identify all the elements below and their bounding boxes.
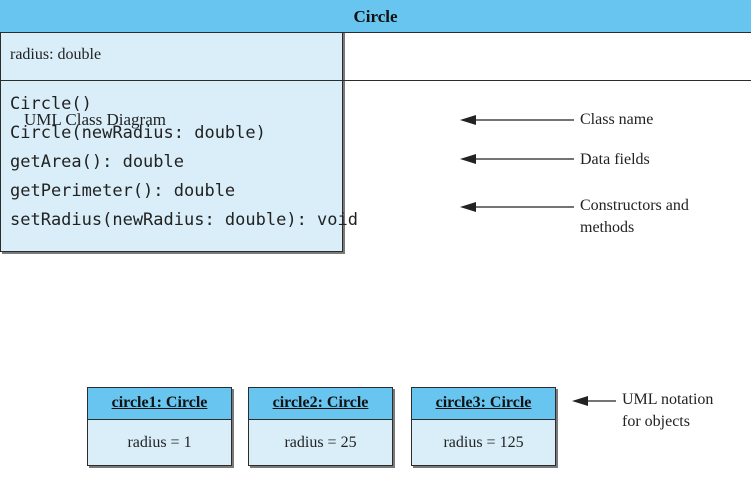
method-get-area: getArea(): double: [10, 152, 184, 172]
annotation-constructors-line2: methods: [580, 219, 635, 236]
annotation-constructors-line1: Constructors and: [580, 197, 689, 214]
class-name-compartment: Circle: [0, 0, 751, 33]
methods-compartment: Circle() Circle(newRadius: double) getAr…: [0, 80, 751, 495]
object-field: radius = 25: [284, 434, 357, 451]
annotation-class-name: Class name: [580, 111, 654, 128]
arrow-class-name: [460, 115, 574, 125]
method-constructor-default: Circle(): [10, 94, 92, 114]
object-box-circle1: circle1: Circle radius = 1: [87, 387, 232, 466]
arrow-data-fields: [460, 154, 574, 164]
diagram-label: UML Class Diagram: [24, 110, 166, 129]
field-radius: radius: double: [10, 46, 102, 63]
annotation-data-fields: Data fields: [580, 151, 650, 168]
object-name-compartment: circle2: Circle: [249, 388, 392, 420]
uml-class-box: Circle radius: double Circle() Circle(ne…: [0, 0, 751, 252]
object-name-compartment: circle1: Circle: [88, 388, 231, 420]
arrow-constructors: [460, 202, 574, 212]
method-constructor-radius: Circle(newRadius: double): [10, 123, 266, 143]
class-name: Circle: [353, 7, 398, 26]
object-name: circle2: Circle: [272, 394, 369, 411]
object-field: radius = 125: [443, 434, 524, 451]
annotation-uml-notation-line1: UML notation: [622, 391, 714, 408]
method-set-radius: setRadius(newRadius: double): void: [10, 210, 358, 230]
object-box-circle2: circle2: Circle radius = 25: [248, 387, 393, 466]
object-box-circle3: circle3: Circle radius = 125: [411, 387, 556, 466]
object-name-compartment: circle3: Circle: [412, 388, 555, 420]
object-field: radius = 1: [127, 434, 192, 451]
method-get-perimeter: getPerimeter(): double: [10, 181, 236, 201]
object-name: circle3: Circle: [435, 394, 532, 411]
arrow-uml-notation: [572, 396, 616, 406]
fields-compartment: radius: double: [0, 32, 751, 81]
annotation-uml-notation-line2: for objects: [622, 413, 690, 430]
object-name: circle1: Circle: [111, 394, 208, 411]
